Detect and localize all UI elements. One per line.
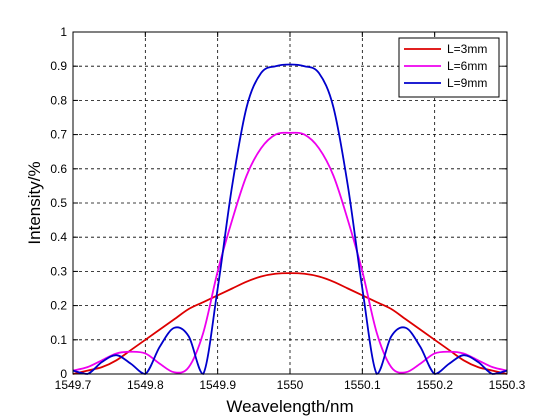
axis-ticks: 1549.7 1549.8 1549.9 1550 1550.1 1550.2 1550.3… bbox=[50, 25, 525, 392]
y-tick-label: 0.2 bbox=[50, 299, 67, 313]
x-tick-label: 1549.9 bbox=[199, 378, 236, 392]
series-line-3 bbox=[72, 63, 508, 375]
x-tick-label: 1550 bbox=[277, 378, 304, 392]
y-tick-label: 0.9 bbox=[50, 59, 67, 73]
y-tick-label: 0.7 bbox=[50, 128, 67, 142]
legend-label: L=6mm bbox=[447, 59, 487, 73]
y-tick-label: 0.3 bbox=[50, 264, 67, 278]
x-tick-label: 1550.2 bbox=[416, 378, 453, 392]
y-tick-label: 0.1 bbox=[50, 333, 67, 347]
x-tick-label: 1550.3 bbox=[489, 378, 526, 392]
x-axis-label: Weavelength/nm bbox=[226, 397, 353, 416]
series-line-1 bbox=[72, 272, 508, 375]
y-tick-label: 0.4 bbox=[50, 230, 67, 244]
legend: L=3mm L=6mm L=9mm bbox=[398, 37, 500, 98]
series-lines bbox=[72, 63, 508, 375]
y-axis-label: Intensity/% bbox=[25, 161, 44, 244]
y-tick-label: 0.5 bbox=[50, 196, 67, 210]
x-tick-label: 1549.8 bbox=[127, 378, 164, 392]
legend-label: L=9mm bbox=[447, 76, 487, 90]
x-tick-label: 1549.7 bbox=[55, 378, 92, 392]
legend-box bbox=[398, 37, 500, 98]
y-tick-label: 1 bbox=[60, 25, 67, 39]
x-tick-label: 1550.1 bbox=[344, 378, 381, 392]
legend-label: L=3mm bbox=[447, 42, 487, 56]
y-tick-label: 0 bbox=[60, 367, 67, 381]
y-tick-label: 0.6 bbox=[50, 162, 67, 176]
series-line-2 bbox=[72, 131, 508, 374]
y-tick-label: 0.8 bbox=[50, 93, 67, 107]
